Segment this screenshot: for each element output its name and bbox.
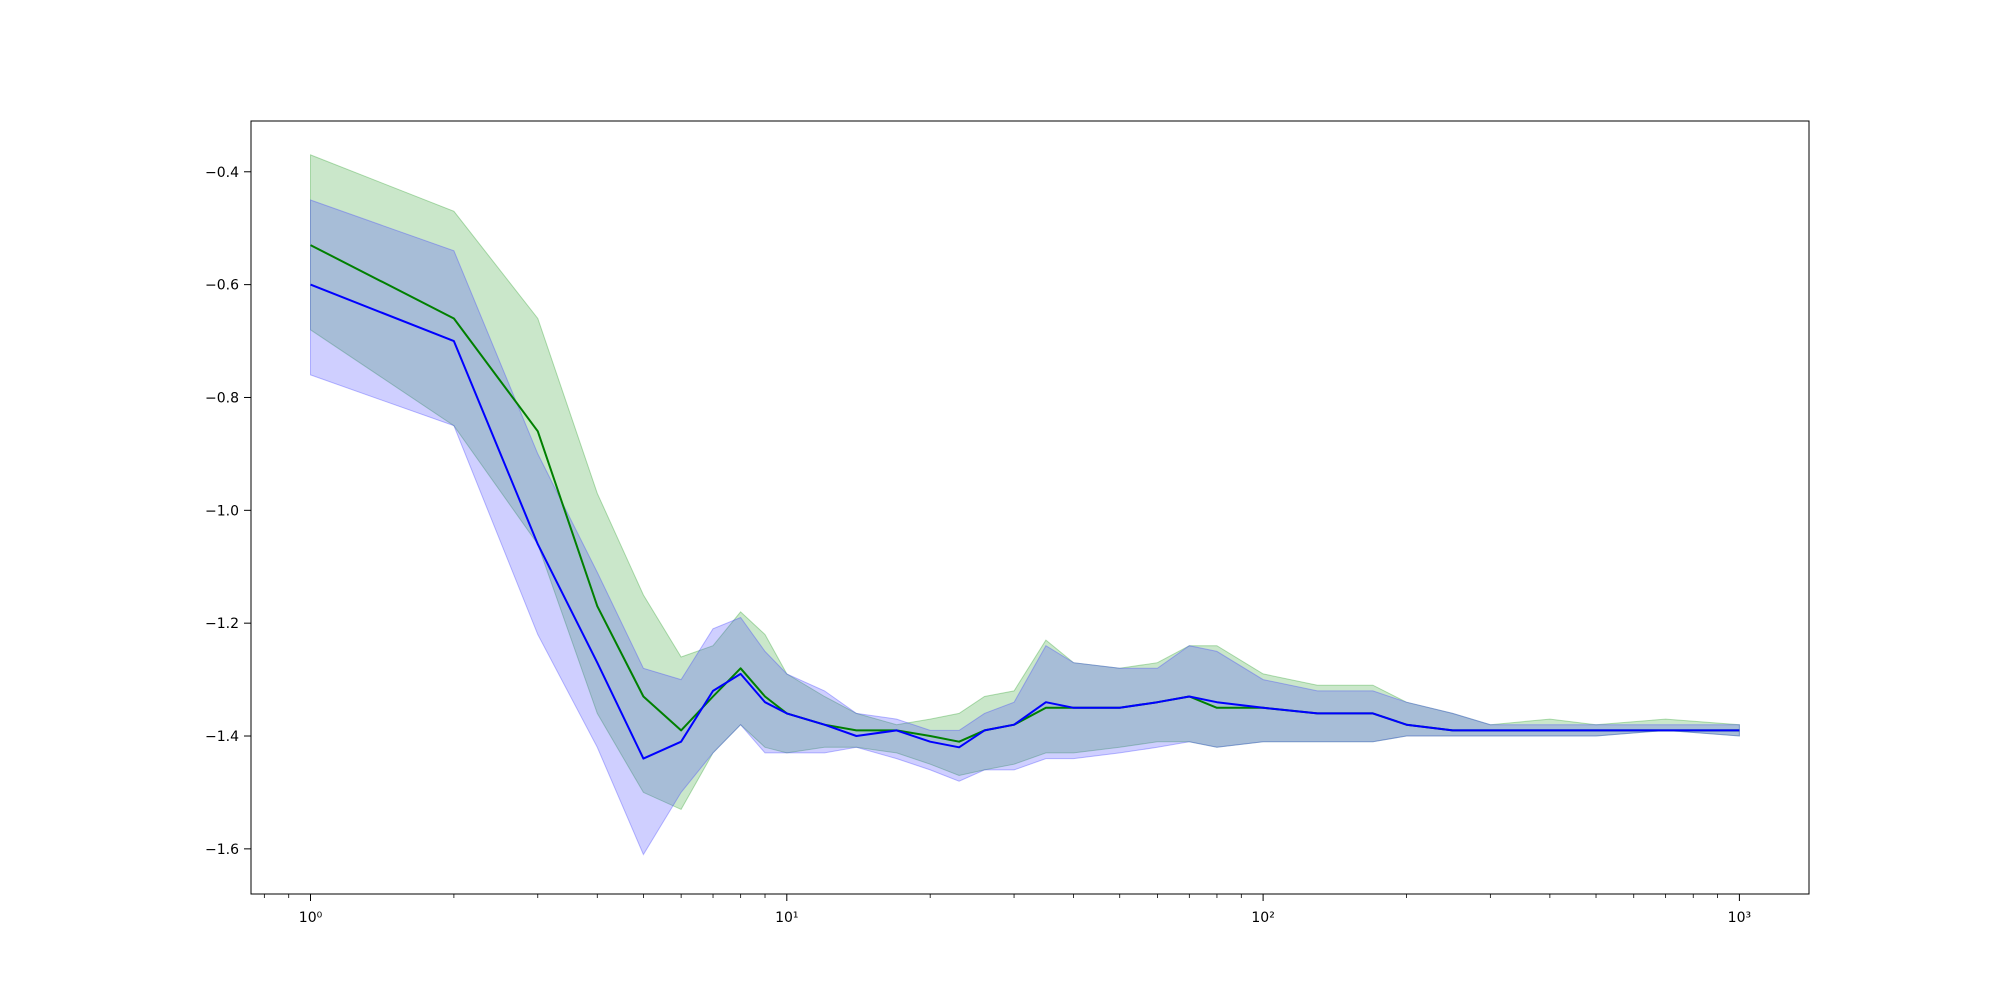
series-1-point: [1013, 724, 1015, 726]
series-lines: [310, 244, 1740, 760]
series-1-point: [596, 662, 598, 664]
plot-frame: [250, 120, 1810, 895]
series-1-point: [896, 729, 898, 731]
series-0-band: [310, 154, 1740, 811]
series-1-point: [1119, 707, 1121, 709]
series-0-point: [596, 605, 598, 607]
confidence-bands: [310, 154, 1740, 856]
series-0-point: [764, 696, 766, 698]
series-1-point: [1216, 701, 1218, 703]
series-1-point: [453, 340, 455, 342]
series-1-point: [929, 741, 931, 743]
series-1-point: [1316, 712, 1318, 714]
y-tick-label: −1.6: [205, 842, 239, 858]
series-1-point: [786, 712, 788, 714]
series-1-point: [958, 746, 960, 748]
series-1-point: [1262, 707, 1264, 709]
series-0-point: [1216, 707, 1218, 709]
series-0-point: [958, 741, 960, 743]
series-1-point: [855, 735, 857, 737]
y-tick-label: −1.2: [205, 616, 239, 632]
series-1-point: [824, 724, 826, 726]
series-1-point: [1406, 724, 1408, 726]
y-tick-label: −0.4: [205, 165, 239, 181]
series-1-line: [310, 283, 1740, 760]
series-1-point: [740, 673, 742, 675]
series-1-point: [1156, 701, 1158, 703]
series-0-point: [740, 667, 742, 669]
series-1-point: [984, 729, 986, 731]
x-tick-label: 10⁰: [299, 910, 323, 926]
series-0-point: [855, 729, 857, 731]
x-axis: 10⁰ 10¹ 10² 10³: [263, 894, 1751, 926]
series-0-point: [929, 735, 931, 737]
y-tick-label: −1.0: [205, 503, 239, 519]
series-1-point: [1738, 729, 1740, 731]
series-0-point: [642, 696, 644, 698]
series-1-point: [680, 741, 682, 743]
series-1-point: [1452, 729, 1454, 731]
y-tick-label: −0.8: [205, 390, 239, 406]
plot-background: [251, 121, 1809, 894]
series-1-point: [1372, 712, 1374, 714]
x-tick-label: 10¹: [775, 910, 798, 926]
series-1-band: [310, 199, 1740, 856]
series-1-point: [1665, 729, 1667, 731]
series-1-point: [1188, 696, 1190, 698]
x-tick-label: 10²: [1251, 910, 1274, 926]
series-0-point: [712, 696, 714, 698]
series-1-point: [642, 758, 644, 760]
y-tick-label: −1.4: [205, 729, 239, 745]
x-tick-label: 10³: [1728, 910, 1751, 926]
series-1-point: [310, 284, 312, 286]
series-0-point: [680, 729, 682, 731]
series-1-point: [764, 701, 766, 703]
series-0-point: [453, 318, 455, 320]
series-1-point: [1549, 729, 1551, 731]
y-axis: −0.4 −0.6 −0.8 −1.0 −1.2 −1.4 −1.6: [205, 165, 251, 858]
series-1-point: [1045, 701, 1047, 703]
series-0-point: [1045, 707, 1047, 709]
y-tick-label: −0.6: [205, 278, 239, 294]
series-1-point: [1073, 707, 1075, 709]
series-0-point: [310, 244, 312, 246]
series-1-point: [712, 690, 714, 692]
series-1-point: [1595, 729, 1597, 731]
series-0-point: [537, 430, 539, 432]
series-1-point: [1489, 729, 1491, 731]
series-1-point: [537, 543, 539, 545]
